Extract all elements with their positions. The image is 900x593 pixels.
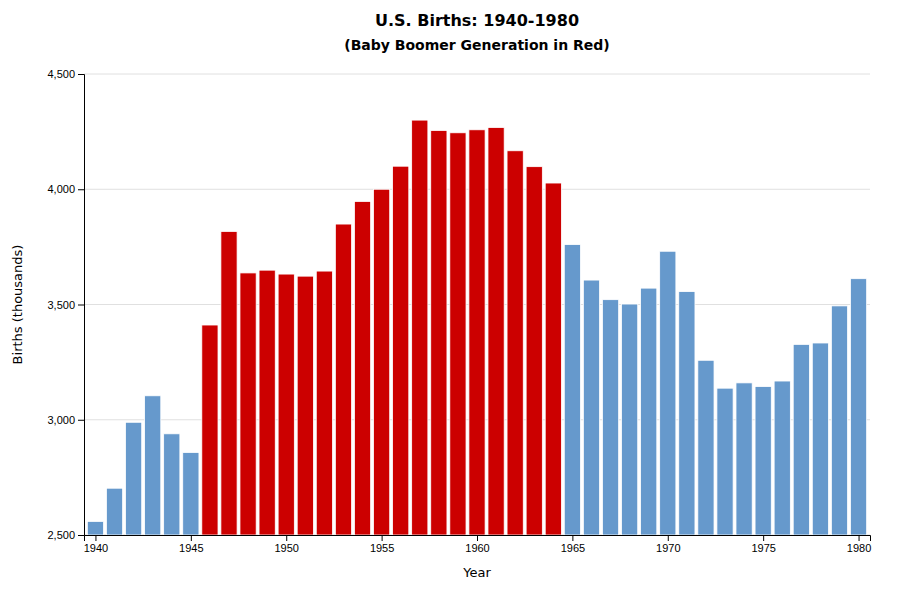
x-axis: 1940 1945 1950 1955 1960 1965 1970 1975 1980 bbox=[84, 535, 872, 554]
x-axis-title: Year bbox=[462, 565, 491, 580]
tick: 1955 bbox=[370, 535, 394, 554]
bar bbox=[583, 280, 599, 535]
bar bbox=[183, 452, 199, 535]
tick-mark bbox=[572, 535, 573, 541]
tick: 1975 bbox=[751, 535, 775, 554]
bar bbox=[316, 271, 332, 535]
tick-mark bbox=[382, 535, 383, 541]
tick-mark bbox=[191, 535, 192, 541]
bar bbox=[679, 292, 695, 535]
tick-label: 1980 bbox=[847, 542, 871, 554]
tick-label: 1945 bbox=[179, 542, 203, 554]
tick-label: 1940 bbox=[84, 542, 108, 554]
tick-mark bbox=[78, 189, 84, 190]
tick: 1945 bbox=[179, 535, 203, 554]
tick-mark bbox=[78, 420, 84, 421]
bar bbox=[431, 130, 447, 535]
bar bbox=[202, 325, 218, 535]
tick-label: 1960 bbox=[465, 542, 489, 554]
y-axis: 2,500 3,000 3,500 4,000 4,500 bbox=[47, 68, 84, 541]
bar bbox=[812, 343, 828, 535]
tick-mark bbox=[477, 535, 478, 541]
tick-mark bbox=[668, 535, 669, 541]
tick: 2,500 bbox=[47, 529, 84, 541]
bar bbox=[412, 120, 428, 535]
tick: 1940 bbox=[84, 535, 108, 554]
bar bbox=[622, 304, 638, 535]
bar bbox=[660, 251, 676, 535]
chart: 1940 1945 1950 1955 1960 1965 1970 1975 1980 2,50… bbox=[0, 0, 900, 593]
tick-mark bbox=[78, 305, 84, 306]
bar bbox=[698, 360, 714, 535]
tick-mark bbox=[286, 535, 287, 541]
bar bbox=[393, 166, 409, 535]
grid-line bbox=[84, 74, 870, 75]
plot-area bbox=[87, 120, 866, 535]
bar bbox=[240, 273, 256, 535]
tick-mark bbox=[859, 535, 860, 541]
tick-label: 1955 bbox=[370, 542, 394, 554]
tick-mark bbox=[763, 535, 764, 541]
tick-label: 4,500 bbox=[47, 68, 75, 80]
bar bbox=[469, 130, 485, 535]
bar bbox=[526, 167, 542, 535]
tick-label: 1950 bbox=[274, 542, 298, 554]
title: U.S. Births: 1940-1980 bbox=[375, 11, 579, 30]
tick-label: 3,500 bbox=[47, 299, 75, 311]
bar bbox=[164, 434, 180, 535]
tick: 3,500 bbox=[47, 299, 84, 311]
bar bbox=[278, 274, 294, 535]
subtitle: (Baby Boomer Generation in Red) bbox=[344, 37, 609, 53]
bar bbox=[602, 300, 618, 535]
bar bbox=[545, 183, 561, 535]
bar bbox=[87, 521, 103, 535]
tick: 3,000 bbox=[47, 414, 84, 426]
tick-label: 2,500 bbox=[47, 529, 75, 541]
tick: 4,500 bbox=[47, 68, 84, 80]
bar bbox=[774, 381, 790, 535]
tick-label: 1970 bbox=[656, 542, 680, 554]
tick: 1980 bbox=[847, 535, 871, 554]
grid bbox=[84, 74, 870, 535]
bar bbox=[450, 133, 466, 535]
bar bbox=[850, 279, 866, 535]
tick-label: 1965 bbox=[561, 542, 585, 554]
tick-label: 1975 bbox=[751, 542, 775, 554]
chart-container: 1940 1945 1950 1955 1960 1965 1970 1975 1980 2,50… bbox=[0, 0, 900, 593]
tick: 4,000 bbox=[47, 183, 84, 195]
bar bbox=[488, 127, 504, 535]
bar bbox=[641, 288, 657, 535]
axis-line bbox=[85, 536, 871, 542]
tick: 1960 bbox=[465, 535, 489, 554]
tick-label: 4,000 bbox=[47, 183, 75, 195]
bar bbox=[564, 245, 580, 535]
bar bbox=[374, 189, 390, 535]
tick-label: 3,000 bbox=[47, 414, 75, 426]
bar bbox=[717, 388, 733, 535]
bar bbox=[297, 276, 313, 535]
tick: 1950 bbox=[274, 535, 298, 554]
bar bbox=[793, 344, 809, 535]
tick: 1970 bbox=[656, 535, 680, 554]
bar bbox=[507, 151, 523, 535]
tick-mark bbox=[78, 535, 84, 536]
axis-line bbox=[78, 75, 85, 536]
bar bbox=[335, 224, 351, 535]
bar bbox=[259, 270, 275, 535]
bar bbox=[106, 488, 122, 535]
bar bbox=[145, 396, 161, 535]
y-axis-title: Births (thousands) bbox=[10, 245, 25, 365]
tick-mark bbox=[95, 535, 96, 541]
bar bbox=[125, 422, 141, 535]
tick: 1965 bbox=[561, 535, 585, 554]
bar bbox=[221, 231, 237, 535]
bar bbox=[354, 201, 370, 535]
bar bbox=[755, 387, 771, 535]
bar bbox=[831, 306, 847, 535]
tick-mark bbox=[78, 74, 84, 75]
bar bbox=[736, 383, 752, 535]
